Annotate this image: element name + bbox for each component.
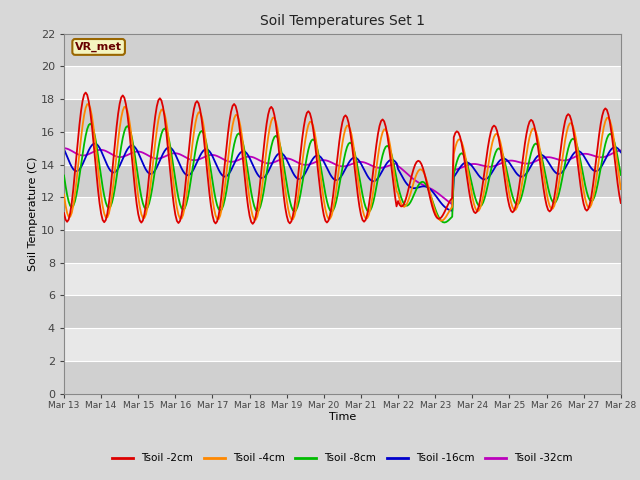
Bar (64, 361, 621, 394)
Bar (64, 295, 621, 328)
Y-axis label: Soil Temperature (C): Soil Temperature (C) (28, 156, 38, 271)
Bar (64, 34, 621, 66)
Bar (64, 230, 621, 263)
Bar (64, 66, 621, 99)
Bar (64, 197, 621, 230)
Title: Soil Temperatures Set 1: Soil Temperatures Set 1 (260, 14, 425, 28)
Legend: Tsoil -2cm, Tsoil -4cm, Tsoil -8cm, Tsoil -16cm, Tsoil -32cm: Tsoil -2cm, Tsoil -4cm, Tsoil -8cm, Tsoi… (108, 449, 577, 468)
X-axis label: Time: Time (329, 412, 356, 422)
Bar (64, 99, 621, 132)
Bar (64, 328, 621, 361)
Bar (64, 263, 621, 295)
Bar (64, 132, 621, 165)
Text: VR_met: VR_met (75, 42, 122, 52)
Bar (64, 165, 621, 197)
